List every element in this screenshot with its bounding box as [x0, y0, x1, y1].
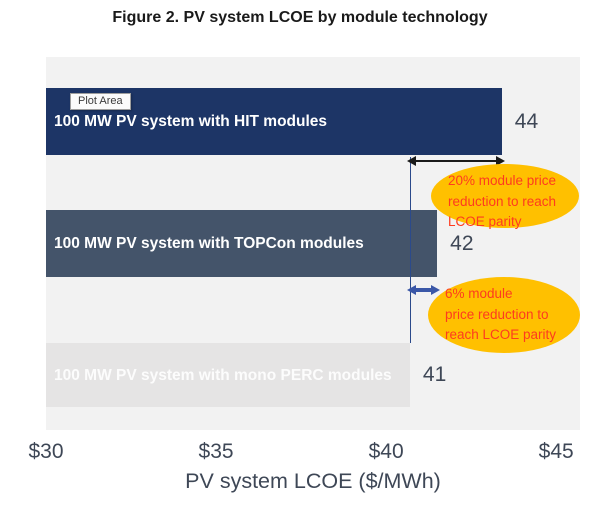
callout-20pct-reduction: 20% module price reduction to reach LCOE…	[431, 164, 579, 229]
x-tick-45: $45	[538, 440, 574, 463]
bar-mono-perc-value: 41	[422, 363, 447, 386]
bar-hit-label: 100 MW PV system with HIT modules	[54, 113, 328, 130]
arrow-right-head-icon	[495, 156, 505, 166]
figure-title: Figure 2. PV system LCOE by module techn…	[112, 9, 488, 26]
hit-gap-arrow	[406, 155, 505, 167]
arrow-shaft	[415, 288, 432, 292]
lcoe-parity-line	[409, 157, 412, 343]
x-tick-40: $40	[368, 440, 404, 463]
callout-6pct-reduction: 6% module price reduction to reach LCOE …	[428, 277, 580, 353]
callout-line: LCOE parity	[448, 214, 522, 229]
bar-row-topcon: 100 MW PV system with TOPCon modules 42	[46, 210, 580, 277]
x-axis-title: PV system LCOE ($/MWh)	[185, 469, 441, 493]
x-tick-35: $35	[198, 440, 234, 463]
arrow-shaft	[415, 159, 496, 163]
plot-area[interactable]: 100 MW PV system with HIT modules 44 100…	[46, 57, 580, 430]
arrow-left-head-icon	[406, 156, 416, 166]
bar-hit-value: 44	[514, 109, 539, 133]
x-tick-30: $30	[28, 440, 64, 463]
x-axis: $30 $35 $40 $45	[28, 440, 580, 464]
callout-line: 20% module price	[448, 173, 557, 188]
callout-line: reduction to reach	[448, 193, 557, 209]
bar-topcon-value: 42	[450, 231, 474, 255]
callout-line: 6% module	[445, 286, 513, 301]
callout-line: price reduction to	[445, 306, 549, 322]
arrow-left-head-icon	[406, 285, 416, 295]
bar-topcon[interactable]: 100 MW PV system with TOPCon modules	[46, 210, 438, 277]
bar-mono-perc[interactable]: 100 MW PV system with mono PERC modules	[46, 343, 410, 407]
topcon-gap-arrow	[406, 284, 441, 296]
callout-line: reach LCOE parity	[445, 327, 557, 342]
bar-topcon-label: 100 MW PV system with TOPCon modules	[54, 235, 364, 252]
bar-row-mono-perc: 100 MW PV system with mono PERC modules …	[46, 343, 580, 407]
plot-area-tooltip: Plot Area	[70, 93, 131, 110]
arrow-right-head-icon	[431, 285, 441, 295]
bar-mono-perc-label: 100 MW PV system with mono PERC modules	[54, 366, 392, 384]
